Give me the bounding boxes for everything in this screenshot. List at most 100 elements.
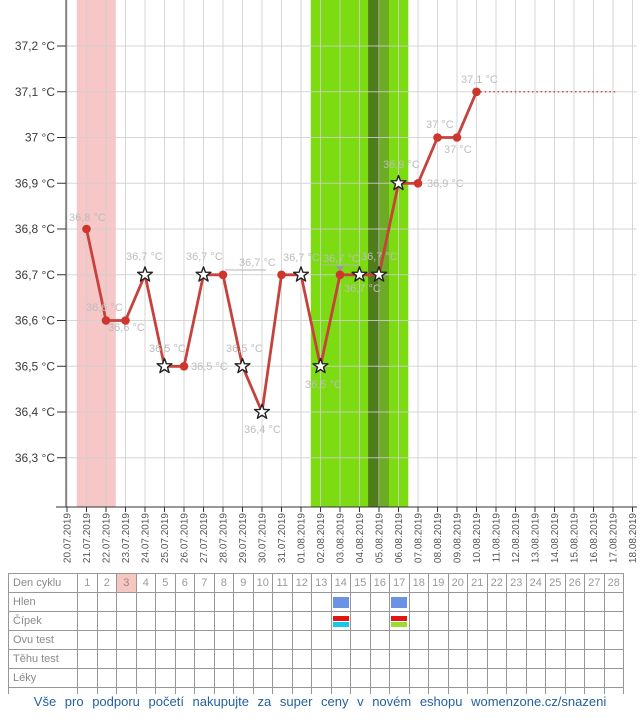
table-bottom-tick (566, 688, 585, 694)
record-cell (117, 593, 137, 612)
cycle-day-cell: 28 (604, 574, 624, 593)
record-cell (195, 612, 215, 631)
row-label-den-cyklu: Den cyklu (9, 574, 78, 593)
record-cell (175, 631, 195, 650)
record-cell (370, 612, 390, 631)
cycle-day-cell: 13 (312, 574, 332, 593)
record-cell (117, 669, 137, 688)
record-cell (604, 650, 624, 669)
x-date-label: 20.07.2019 (63, 513, 74, 563)
record-cell (429, 612, 449, 631)
record-cell (546, 650, 566, 669)
temp-value-label: 36,7 °C (186, 251, 223, 263)
table-bottom-tick (546, 688, 566, 694)
cycle-day-cell: 20 (448, 574, 468, 593)
temp-value-label: 36,7 °C (126, 251, 163, 263)
record-cell (156, 631, 176, 650)
record-cell (156, 669, 176, 688)
record-cell (273, 612, 293, 631)
record-cell (78, 650, 98, 669)
record-cell (136, 612, 156, 631)
record-cell (292, 650, 312, 669)
x-date-label: 06.08.2019 (394, 513, 405, 563)
record-cell (331, 593, 351, 612)
record-cell (195, 631, 215, 650)
cycle-day-cell: 22 (487, 574, 507, 593)
x-date-label: 01.08.2019 (297, 513, 308, 563)
x-date-label: 12.08.2019 (511, 513, 522, 563)
record-cell (156, 612, 176, 631)
cycle-day-cell: 8 (214, 574, 234, 593)
record-cell (273, 669, 293, 688)
y-tick-label: 36,3 °C (15, 451, 55, 465)
x-date-label: 21.07.2019 (82, 513, 93, 563)
temp-value-label: 36,4 °C (244, 424, 281, 436)
temp-value-label: 36,9 °C (383, 159, 420, 171)
temp-value-label: 36,8 °C (69, 212, 106, 224)
x-date-label: 25.07.2019 (160, 513, 171, 563)
x-date-label: 02.08.2019 (316, 513, 327, 563)
record-cell (507, 669, 527, 688)
cycle-day-cell: 26 (565, 574, 585, 593)
record-cell (78, 631, 98, 650)
x-date-label: 16.08.2019 (589, 513, 600, 563)
record-cell (448, 593, 468, 612)
temp-value-label: 36,5 °C (305, 379, 342, 391)
record-cell (214, 631, 234, 650)
record-cell (487, 650, 507, 669)
table-bottom-tick (137, 688, 156, 694)
record-cell (507, 650, 527, 669)
x-date-label: 05.08.2019 (375, 513, 386, 563)
table-bottom-tick (195, 688, 215, 694)
temp-point-dot (218, 270, 228, 280)
temp-point-dot (277, 270, 286, 280)
cycle-day-cell: 11 (273, 574, 293, 593)
table-bottom-tick (98, 688, 117, 694)
record-cell (585, 669, 605, 688)
table-bottom-tick (254, 688, 273, 694)
eshop-link[interactable]: Vše pro podporu početí nakupujte za supe… (33, 694, 607, 709)
record-cell (585, 612, 605, 631)
record-cell (487, 593, 507, 612)
cycle-day-cell: 27 (585, 574, 605, 593)
record-cell (370, 631, 390, 650)
record-cell (78, 593, 98, 612)
mark-bar (332, 622, 349, 627)
record-cell (390, 593, 410, 612)
record-cell (331, 650, 351, 669)
cycle-day-cell: 25 (546, 574, 566, 593)
menstruation-band (76, 0, 116, 507)
y-tick-label: 37,2 °C (15, 39, 55, 53)
record-cell (585, 593, 605, 612)
record-cell (97, 612, 117, 631)
temp-point-star (156, 357, 173, 374)
x-date-label: 30.07.2019 (258, 513, 269, 563)
table-bottom-tick (585, 688, 605, 694)
y-tick-label: 37 °C (25, 131, 55, 145)
record-cell (409, 650, 429, 669)
record-cell (604, 631, 624, 650)
record-cell (351, 631, 371, 650)
temp-point-star (390, 174, 407, 191)
record-cell (507, 612, 527, 631)
record-cell (292, 631, 312, 650)
temp-value-label: 36,5 °C (191, 361, 228, 373)
temp-value-label: 36,7 °C (283, 252, 320, 264)
record-cell (487, 669, 507, 688)
record-cell (546, 612, 566, 631)
table-bottom-tick (351, 688, 371, 694)
record-cell (526, 631, 546, 650)
row-label-cipek: Čípek (9, 612, 78, 631)
record-cell (78, 669, 98, 688)
record-cell (429, 593, 449, 612)
cycle-day-cell: 10 (253, 574, 273, 593)
record-cell (390, 612, 410, 631)
x-date-label: 15.08.2019 (570, 513, 581, 563)
x-date-label: 24.07.2019 (141, 513, 152, 563)
record-cell (253, 631, 273, 650)
row-label-leky: Léky (9, 669, 78, 688)
record-cell (273, 593, 293, 612)
record-cell (156, 650, 176, 669)
record-cell (429, 631, 449, 650)
temp-value-label: 36,7 °C (239, 257, 276, 269)
